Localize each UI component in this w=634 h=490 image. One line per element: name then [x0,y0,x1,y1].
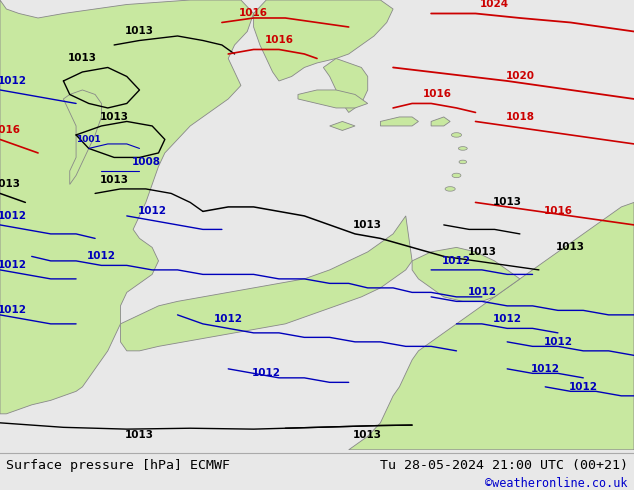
Text: Tu 28-05-2024 21:00 UTC (00+21): Tu 28-05-2024 21:00 UTC (00+21) [380,460,628,472]
Text: 1012: 1012 [0,305,27,316]
Polygon shape [120,216,412,351]
Polygon shape [349,202,634,450]
Ellipse shape [458,147,467,150]
Text: 1018: 1018 [505,112,534,122]
Polygon shape [63,90,101,184]
Polygon shape [330,122,355,130]
Text: 1024: 1024 [480,0,509,9]
Polygon shape [380,117,418,126]
Text: 1012: 1012 [0,211,27,221]
Polygon shape [0,0,254,414]
Text: 1016: 1016 [264,35,294,46]
Text: 1013: 1013 [68,53,97,64]
Text: 1016: 1016 [0,125,21,135]
Text: 1001: 1001 [76,135,101,144]
Text: 1012: 1012 [214,315,243,324]
Text: 1013: 1013 [100,175,129,185]
Ellipse shape [452,173,461,178]
Text: 1012: 1012 [0,76,27,86]
Text: 1016: 1016 [423,90,452,99]
Text: ©weatheronline.co.uk: ©weatheronline.co.uk [485,477,628,490]
Text: 1012: 1012 [87,251,116,261]
Text: 1013: 1013 [0,179,21,190]
Text: 1013: 1013 [556,243,585,252]
Polygon shape [431,117,450,126]
Text: 1013: 1013 [493,197,522,207]
Text: 1013: 1013 [100,112,129,122]
Polygon shape [254,0,393,81]
Text: 1013: 1013 [125,26,154,36]
Ellipse shape [451,133,462,137]
Text: 1013: 1013 [353,220,382,230]
Text: 1016: 1016 [239,8,268,19]
Polygon shape [412,247,520,301]
Polygon shape [323,58,368,113]
Text: 1020: 1020 [505,72,534,81]
Ellipse shape [445,187,455,191]
Text: 1012: 1012 [252,368,281,378]
Polygon shape [298,90,368,108]
Ellipse shape [459,160,467,164]
Text: 1012: 1012 [493,315,522,324]
Text: 1008: 1008 [131,157,160,167]
Text: 1012: 1012 [0,260,27,270]
Text: 1013: 1013 [353,430,382,441]
Text: 1016: 1016 [543,206,573,217]
Text: 1012: 1012 [467,287,496,297]
Text: 1012: 1012 [442,256,471,266]
Text: 1013: 1013 [467,247,496,257]
Text: 1012: 1012 [138,206,167,217]
Text: 1012: 1012 [569,382,598,392]
Text: 1013: 1013 [125,430,154,441]
Text: 1012: 1012 [543,337,573,347]
Text: Surface pressure [hPa] ECMWF: Surface pressure [hPa] ECMWF [6,460,230,472]
Text: 1012: 1012 [531,364,560,374]
